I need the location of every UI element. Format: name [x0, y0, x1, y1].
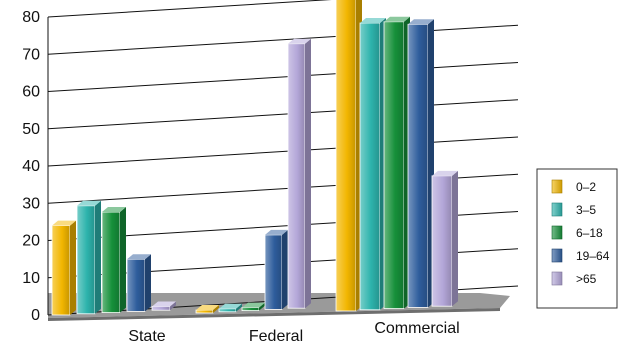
bar-state-4 — [151, 301, 176, 311]
bar-front — [431, 175, 453, 307]
bar-commercial-3 — [407, 19, 434, 308]
gridline — [47, 62, 519, 92]
bar-side — [259, 302, 265, 311]
bar-federal-3 — [264, 229, 288, 310]
legend-label: 3–5 — [576, 203, 596, 217]
bar-commercial-1 — [359, 17, 386, 311]
y-tick-label: 40 — [22, 158, 40, 175]
y-tick-label: 60 — [22, 84, 40, 101]
y-tick-label: 50 — [22, 121, 40, 138]
bar-front — [383, 21, 405, 310]
bar-top — [288, 38, 311, 44]
bar-side — [170, 301, 176, 311]
legend-swatch — [551, 225, 563, 240]
y-tick-label: 80 — [22, 9, 40, 26]
legend-swatch — [551, 271, 563, 286]
bar-top — [408, 19, 434, 25]
bar-front — [241, 307, 260, 312]
bar-side — [213, 305, 219, 313]
bar-federal-2 — [241, 302, 265, 312]
y-tick-label: 30 — [22, 195, 40, 212]
gridline — [47, 99, 519, 130]
legend-label: 0–2 — [576, 180, 596, 194]
gridline — [47, 0, 332, 18]
bar-side — [70, 220, 76, 315]
bar-commercial-4 — [431, 170, 458, 307]
bar-side — [282, 229, 288, 310]
bar-commercial-0 — [335, 0, 362, 312]
bar-front — [359, 22, 381, 311]
bar-top — [127, 254, 151, 260]
bar-front — [76, 205, 96, 315]
legend-swatch — [551, 248, 563, 263]
category-label: State — [128, 328, 165, 345]
gridline — [47, 24, 519, 55]
category-label: Federal — [249, 328, 303, 345]
bar-front — [407, 23, 429, 308]
bar-side — [120, 207, 126, 313]
chart-floor-edge — [48, 308, 500, 321]
bar-federal-0 — [195, 305, 219, 314]
bar-state-3 — [126, 254, 151, 312]
legend-label: >65 — [576, 272, 597, 286]
bar-side — [452, 170, 458, 307]
bar-federal-1 — [218, 303, 242, 313]
bar-side — [305, 38, 311, 309]
legend: 0–2 3–5 6–18 19–64 >65 — [536, 168, 618, 309]
bar-federal-4 — [287, 38, 311, 309]
bar-side — [95, 200, 101, 314]
bar-front — [51, 225, 71, 316]
bar-front — [195, 309, 214, 314]
legend-label: 19–64 — [576, 249, 610, 263]
bars — [51, 0, 458, 316]
bar-top — [77, 200, 101, 206]
bar-side — [145, 254, 151, 312]
bar-side — [236, 303, 242, 312]
bar-state-2 — [101, 207, 126, 313]
bar-top — [360, 17, 386, 23]
bar-front — [218, 308, 237, 313]
bar-front — [101, 211, 121, 313]
x-axis-categories: State Federal Commercial — [128, 320, 459, 345]
bar-top — [265, 229, 288, 235]
bar-top — [219, 303, 242, 309]
y-tick-label: 0 — [31, 307, 40, 324]
bar-top — [242, 302, 265, 308]
legend-swatch — [551, 202, 563, 217]
bar-commercial-2 — [383, 16, 410, 310]
bar-front — [126, 258, 146, 312]
y-tick-label: 20 — [22, 233, 40, 250]
bar-state-0 — [51, 220, 76, 316]
gridline — [47, 136, 519, 167]
bar-top — [196, 305, 219, 310]
bar-front — [151, 306, 171, 311]
category-label: Commercial — [374, 320, 459, 337]
legend-box — [536, 168, 618, 309]
y-axis-ticks: 0 10 20 30 40 50 60 70 80 — [22, 9, 40, 324]
bar-state-1 — [76, 200, 101, 315]
legend-label: 6–18 — [576, 226, 603, 240]
bar-top — [52, 220, 76, 226]
legend-swatch — [551, 179, 563, 194]
bar-top — [384, 16, 410, 22]
bar-top — [152, 301, 176, 307]
bar-top — [102, 207, 126, 213]
bar-top — [432, 170, 458, 176]
bar-front — [264, 234, 283, 310]
bar-front — [335, 0, 357, 312]
y-tick-label: 70 — [22, 46, 40, 63]
y-tick-label: 10 — [22, 270, 40, 287]
bar-front — [287, 43, 306, 309]
